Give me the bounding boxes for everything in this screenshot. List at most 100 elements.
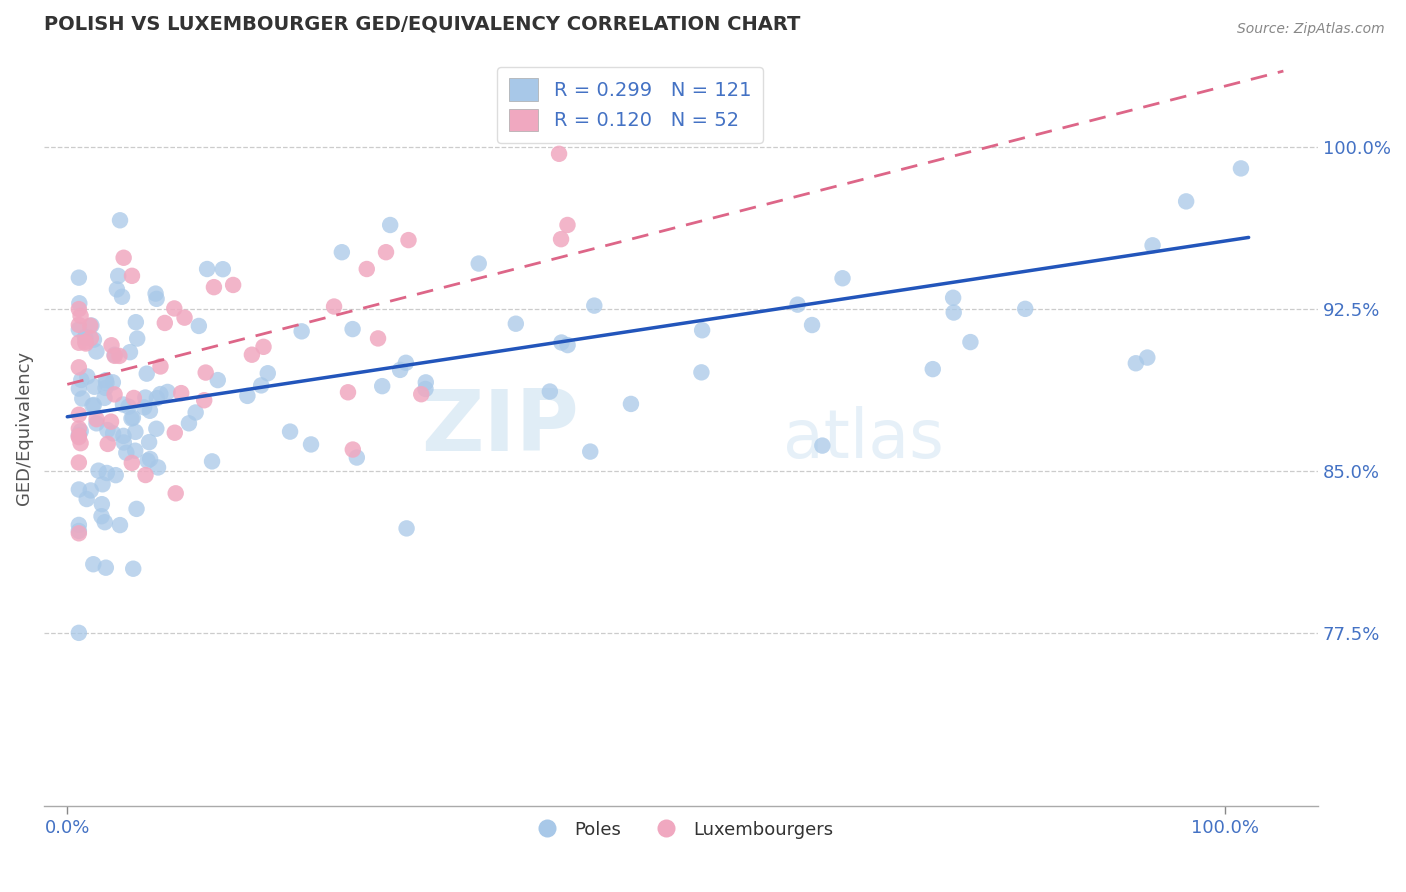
Point [337,385,360,400]
Point [80,318,103,333]
Point [67,430,90,444]
Point [67,429,90,443]
Point [83,398,105,412]
Point [72,392,94,406]
Point [145,422,167,436]
Point [380,218,402,232]
Point [67,322,90,336]
Point [112,435,135,450]
Point [122,391,145,405]
Point [299,437,322,451]
Point [959,334,981,349]
Point [80,483,103,498]
Point [505,317,527,331]
Point [75,331,97,345]
Point [105,282,128,296]
Point [76,491,98,506]
Point [86,412,108,426]
Point [124,425,146,439]
Point [103,348,125,362]
Point [323,300,346,314]
Point [135,367,157,381]
Point [79,318,101,333]
Point [146,460,169,475]
Point [69,309,91,323]
Point [207,373,229,387]
Point [108,213,131,227]
Point [67,526,90,541]
Point [108,349,131,363]
Text: POLISH VS LUXEMBOURGER GED/EQUIVALENCY CORRELATION CHART: POLISH VS LUXEMBOURGER GED/EQUIVALENCY C… [44,15,800,34]
Point [146,391,169,405]
Text: atlas: atlas [783,406,943,472]
Point [75,334,97,349]
Point [83,333,105,347]
Point [342,442,364,457]
Point [111,397,134,411]
Point [252,340,274,354]
Point [122,410,145,425]
Point [118,345,141,359]
Point [94,373,117,387]
Point [117,400,139,414]
Point [86,344,108,359]
Point [139,404,162,418]
Point [82,558,104,572]
Point [786,298,808,312]
Point [330,245,353,260]
Point [67,270,90,285]
Point [942,305,965,319]
Point [90,509,112,524]
Point [86,417,108,431]
Point [371,379,394,393]
Point [100,338,122,352]
Point [346,450,368,465]
Point [67,421,90,435]
Point [101,426,124,441]
Point [70,373,93,387]
Point [145,286,167,301]
Point [256,366,278,380]
Point [177,417,200,431]
Point [67,318,90,332]
Point [163,425,186,440]
Point [67,382,90,396]
Point [375,245,398,260]
Point [415,376,437,390]
Point [112,429,135,443]
Point [80,331,103,345]
Point [67,517,90,532]
Point [145,292,167,306]
Point [620,397,643,411]
Legend: Poles, Luxembourgers: Poles, Luxembourgers [522,814,841,846]
Point [250,378,273,392]
Point [121,411,143,425]
Point [97,437,120,451]
Point [291,324,314,338]
Point [398,233,420,247]
Point [153,316,176,330]
Point [139,452,162,467]
Point [163,301,186,316]
Point [690,323,713,337]
Point [87,464,110,478]
Point [67,296,90,310]
Point [548,146,571,161]
Point [356,262,378,277]
Point [91,477,114,491]
Point [222,277,245,292]
Point [201,454,224,468]
Point [170,386,193,401]
Point [67,302,90,317]
Point [107,268,129,283]
Point [156,384,179,399]
Point [240,348,263,362]
Point [173,310,195,325]
Point [942,291,965,305]
Point [112,251,135,265]
Point [921,362,943,376]
Point [195,262,218,277]
Point [1230,161,1253,176]
Point [1125,356,1147,370]
Point [211,262,233,277]
